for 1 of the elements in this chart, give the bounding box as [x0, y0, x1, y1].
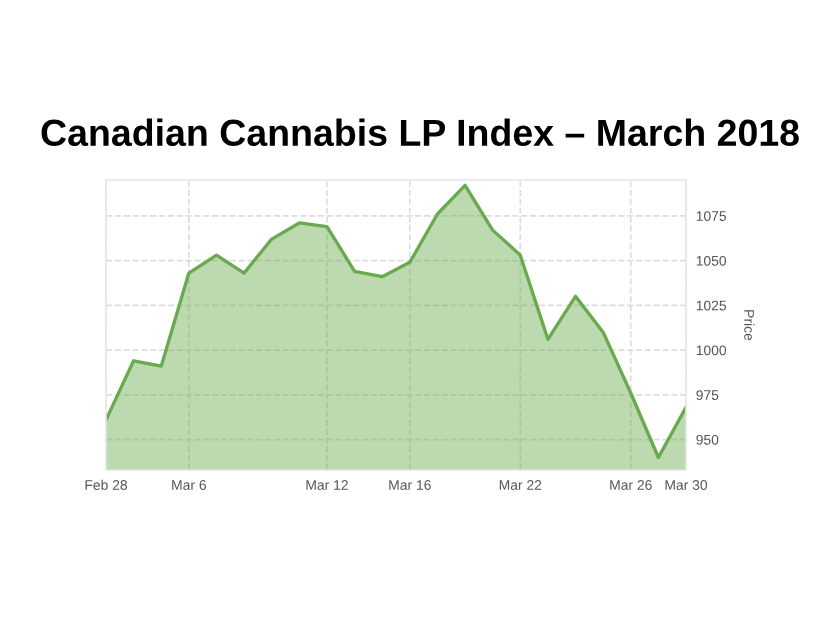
chart-title: Canadian Cannabis LP Index – March 2018 — [41, 118, 799, 147]
